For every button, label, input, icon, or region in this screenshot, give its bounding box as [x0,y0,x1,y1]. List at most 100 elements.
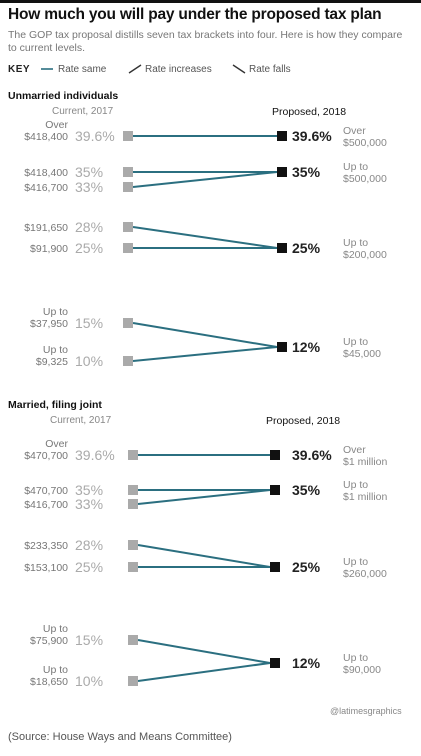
unmarried-current-threshold-4-0: $91,900 [30,243,68,255]
unmarried-proposed-marker-0 [277,131,287,141]
unmarried-proposed-income-3-0: Up to [343,336,368,348]
married-current-marker-4 [128,562,138,572]
key-rate-falls: Rate falls [249,64,291,75]
rate-increases-icon [128,64,142,74]
unmarried-proposed-rate-0: 39.6% [292,128,332,144]
unmarried-current-rate-5: 15% [75,315,103,331]
unmarried-proposed-income-0-0: Over [343,125,366,137]
unmarried-proposed-income-2-0: Up to [343,237,368,249]
unmarried-current-threshold-6-0: Up to [43,344,68,356]
married-slope-line-2 [137,489,271,505]
married-proposed-marker-1 [270,485,280,495]
unmarried-slope-line-6 [132,346,278,362]
married-current-threshold-3-0: $233,350 [24,540,68,552]
unmarried-current-marker-2 [123,182,133,192]
married-proposed-income-1-0: Up to [343,479,368,491]
married-proposed-income-3-0: Up to [343,652,368,664]
key-rate-same: Rate same [58,64,107,75]
unmarried-proposed-rate-3: 12% [292,339,321,355]
married-proposed-income-2-1: $260,000 [343,568,387,580]
unmarried-slope-line-5 [132,322,278,348]
unmarried-current-threshold-6-1: $9,325 [36,356,68,368]
unmarried-current-rate-4: 25% [75,240,103,256]
married-current-threshold-6-0: Up to [43,664,68,676]
unmarried-proposed-income-2-1: $200,000 [343,249,387,261]
married-proposed-rate-0: 39.6% [292,447,332,463]
rate-falls-icon [232,64,246,74]
married-current-marker-3 [128,540,138,550]
top-rule [0,0,421,3]
married-current-rate-6: 10% [75,673,103,689]
unmarried-proposed-marker-3 [277,342,287,352]
unmarried-current-rate-2: 33% [75,179,103,195]
married-current-marker-1 [128,485,138,495]
married-proposed-marker-2 [270,562,280,572]
married-proposed-rate-1: 35% [292,482,321,498]
married-proposed-income-3-1: $90,000 [343,664,381,676]
unmarried-current-threshold-2-0: $416,700 [24,182,68,194]
source-note: (Source: House Ways and Means Committee) [8,731,232,743]
proposed-header-unmarried: Proposed, 2018 [272,106,347,118]
married-current-rate-2: 33% [75,496,103,512]
unmarried-proposed-rate-1: 35% [292,164,321,180]
married-slope-line-6 [137,662,271,682]
proposed-header-married: Proposed, 2018 [266,415,341,427]
unmarried-proposed-marker-2 [277,243,287,253]
unmarried-current-marker-0 [123,131,133,141]
current-header-unmarried: Current, 2017 [52,106,114,117]
unmarried-current-rate-3: 28% [75,219,103,235]
section-title-unmarried: Unmarried individuals [8,90,119,102]
married-current-marker-6 [128,676,138,686]
unmarried-slope-line-3 [132,226,278,249]
unmarried-current-rate-1: 35% [75,164,103,180]
married-current-marker-0 [128,450,138,460]
married-proposed-income-1-1: $1 million [343,491,388,503]
unmarried-current-marker-3 [123,222,133,232]
unmarried-proposed-income-0-1: $500,000 [343,137,387,149]
married-current-threshold-5-0: Up to [43,623,68,635]
married-proposed-rate-2: 25% [292,559,321,575]
married-proposed-marker-3 [270,658,280,668]
married-current-rate-0: 39.6% [75,447,115,463]
married-proposed-income-0-0: Over [343,444,366,456]
married-proposed-rate-3: 12% [292,655,321,671]
unmarried-current-threshold-3-0: $191,650 [24,222,68,234]
unmarried-proposed-rate-2: 25% [292,240,321,256]
married-slope-line-3 [137,544,271,568]
married-current-rate-3: 28% [75,537,103,553]
married-current-threshold-0-0: Over [45,438,68,450]
married-current-threshold-1-0: $470,700 [24,485,68,497]
unmarried-current-threshold-0-1: $418,400 [24,131,68,143]
unmarried-current-threshold-5-1: $37,950 [30,318,68,330]
married-slope-line-5 [137,639,271,664]
rate-same-icon [41,68,53,70]
unmarried-slope-line-2 [132,171,278,188]
married-current-marker-2 [128,499,138,509]
chart-subtitle: The GOP tax proposal distills seven tax … [8,29,403,54]
married-current-marker-5 [128,635,138,645]
unmarried-current-rate-6: 10% [75,353,103,369]
unmarried-proposed-income-1-0: Up to [343,161,368,173]
credit: @latimesgraphics [330,706,402,716]
unmarried-proposed-marker-1 [277,167,287,177]
unmarried-current-marker-6 [123,356,133,366]
unmarried-proposed-income-1-1: $500,000 [343,173,387,185]
married-current-threshold-5-1: $75,900 [30,635,68,647]
unmarried-current-marker-4 [123,243,133,253]
unmarried-proposed-income-3-1: $45,000 [343,348,381,360]
married-current-threshold-2-0: $416,700 [24,499,68,511]
married-current-rate-5: 15% [75,632,103,648]
married-current-rate-4: 25% [75,559,103,575]
married-proposed-income-0-1: $1 million [343,456,388,468]
married-proposed-marker-0 [270,450,280,460]
married-current-threshold-0-1: $470,700 [24,450,68,462]
key-rate-increases: Rate increases [145,64,212,75]
unmarried-current-marker-5 [123,318,133,328]
married-current-threshold-6-1: $18,650 [30,676,68,688]
married-current-rate-1: 35% [75,482,103,498]
current-header-married: Current, 2017 [50,415,112,426]
married-proposed-income-2-0: Up to [343,556,368,568]
unmarried-current-rate-0: 39.6% [75,128,115,144]
unmarried-current-marker-1 [123,167,133,177]
